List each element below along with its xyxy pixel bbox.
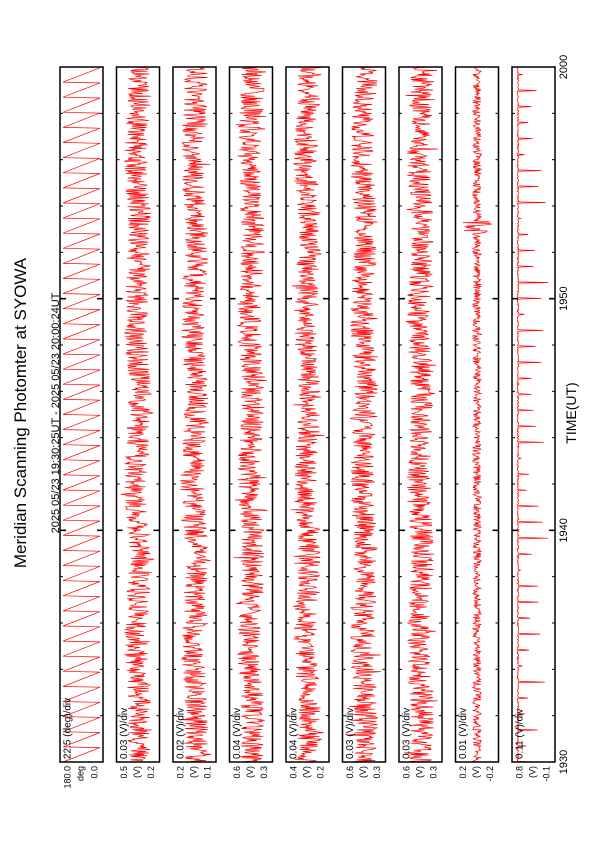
y-tick-label-max: 0.8	[514, 766, 524, 779]
y-unit-label: (V)	[301, 766, 311, 778]
panel-frame	[172, 66, 217, 763]
panel-scale-label: 0.03 (V)/div	[345, 708, 356, 759]
y-unit-label: (V)	[245, 766, 255, 778]
panel-7: 0.03 (V)/div 0.6 0.3 (V)	[398, 66, 443, 779]
panel-scale-label: 22.5 (deg)/div	[62, 698, 73, 759]
series-line-panel-1	[62, 67, 101, 763]
panel-3: 0.02 (V)/div 0.2 0.1 (V)	[172, 66, 217, 779]
x-tick-label: 1930	[558, 750, 570, 774]
y-unit-label: (V)	[527, 766, 537, 778]
y-tick-label-max: 0.2	[458, 766, 468, 779]
x-axis-label: TIME(UT)	[563, 382, 579, 443]
x-tick-labels: 1930 1940 1950 2000	[558, 55, 570, 774]
series-line-panel-5	[290, 66, 325, 763]
y-tick-label-min: 0.3	[259, 766, 269, 779]
panel-frame	[285, 66, 330, 763]
y-tick-label-max: 180.0	[62, 766, 72, 789]
panel-scale-label: 0.11 (V)/div	[514, 709, 525, 759]
series-line-panel-4	[233, 66, 268, 763]
panel-1: 22.5 (deg)/div 180.0 0.0 deg	[59, 66, 104, 789]
panel-4: 0.04 (V)/div 0.6 0.3 (V)	[228, 66, 274, 779]
panel-frame	[398, 66, 443, 763]
panel-8: 0.01 (V)/div 0.2 -0.2 (V)	[454, 66, 500, 782]
panel-frame	[228, 66, 274, 763]
y-tick-label-min: -0.2	[485, 766, 495, 782]
panels-group: 22.5 (deg)/div 180.0 0.0 deg 0.03 (V)/div 0.5…	[59, 66, 556, 789]
series-line-panel-2	[120, 66, 155, 763]
y-tick-label-max: 0.5	[119, 766, 129, 779]
series-line-panel-7	[403, 66, 438, 763]
panel-6: 0.03 (V)/div 0.6 0.3 (V)	[341, 66, 387, 779]
panel-scale-label: 0.04 (V)/div	[288, 708, 299, 759]
x-tick-label: 1950	[558, 286, 570, 310]
y-unit-label: (V)	[188, 766, 198, 778]
panel-scale-label: 0.04 (V)/div	[232, 708, 243, 759]
y-unit-label: (V)	[132, 766, 142, 778]
series-line-panel-9	[515, 66, 549, 763]
panel-frame	[511, 66, 556, 763]
series-line-panel-3	[179, 66, 212, 763]
y-tick-label-max: 0.4	[288, 766, 298, 779]
panel-scale-label: 0.01 (V)/div	[458, 708, 469, 759]
chart-title: Meridian Scanning Photomter at SYOWA	[11, 257, 30, 568]
y-tick-label-min: -0.1	[541, 766, 551, 782]
x-tick-label: 2000	[558, 55, 570, 79]
panel-scale-label: 0.03 (V)/div	[119, 708, 130, 759]
panel-scale-label: 0.02 (V)/div	[175, 708, 186, 759]
y-tick-label-max: 0.6	[401, 766, 411, 779]
y-unit-label: deg	[75, 766, 85, 781]
y-unit-label: (V)	[358, 766, 368, 778]
panel-5: 0.04 (V)/div 0.4 0.2 (V)	[285, 66, 330, 779]
y-tick-label-min: 0.2	[146, 766, 156, 779]
series-line-panel-8	[462, 66, 492, 763]
panel-2: 0.03 (V)/div 0.5 0.2 (V)	[115, 66, 161, 779]
panel-frame	[341, 66, 387, 763]
panel-scale-label: 0.03 (V)/div	[401, 708, 412, 759]
y-tick-label-min: 0.3	[428, 766, 438, 779]
chart-subtitle: 2025 05/23 19:30:25UT - 2025 05/23 20:00…	[50, 292, 62, 533]
y-tick-label-min: 0.1	[202, 766, 212, 779]
y-tick-label-min: 0.0	[89, 766, 99, 779]
y-unit-label: (V)	[414, 766, 424, 778]
x-tick-label: 1940	[558, 518, 570, 542]
series-line-panel-6	[347, 66, 381, 763]
y-tick-label-max: 0.6	[345, 766, 355, 779]
y-tick-label-min: 0.3	[372, 766, 382, 779]
panel-frame	[59, 66, 104, 763]
y-tick-label-min: 0.2	[315, 766, 325, 779]
y-tick-label-max: 0.2	[175, 766, 185, 779]
panel-frame	[115, 66, 161, 763]
y-tick-label-max: 0.6	[232, 766, 242, 779]
panel-frame	[454, 66, 500, 763]
y-unit-label: (V)	[471, 766, 481, 778]
panel-9: 0.11 (V)/div 0.8 -0.1 (V)	[511, 66, 556, 782]
